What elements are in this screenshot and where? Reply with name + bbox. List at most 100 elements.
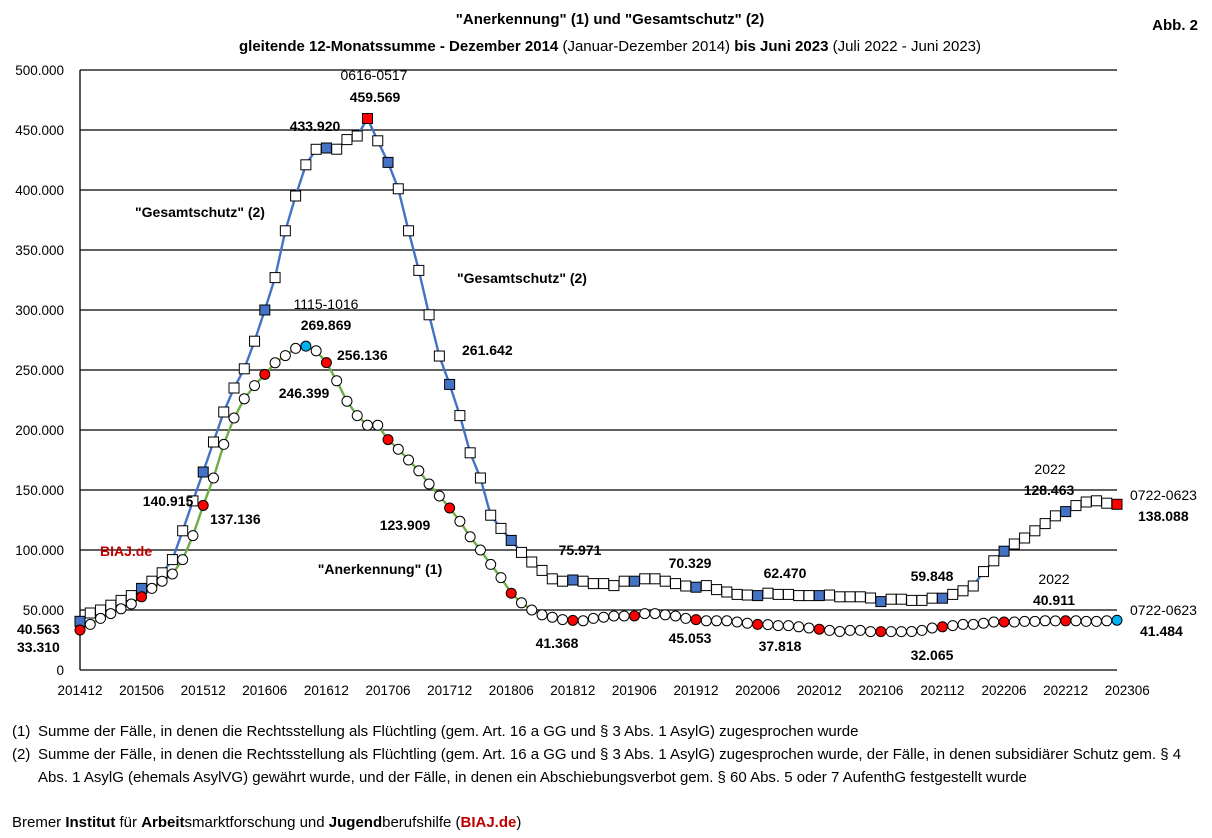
gesamtschutz-point [741, 589, 753, 601]
anerkennung-point [228, 412, 240, 424]
annotation-label: "Gesamtschutz" (2) [457, 270, 587, 286]
gesamtschutz-point [495, 522, 507, 534]
gesamtschutz-point [197, 466, 209, 478]
gesamtschutz-point [464, 447, 476, 459]
anerkennung-point [782, 620, 794, 632]
annotation-label: 459.569 [350, 89, 401, 105]
anerkennung-point [300, 340, 312, 352]
gesamtschutz-point [824, 589, 836, 601]
anerkennung-point [464, 531, 476, 543]
anerkennung-point [752, 618, 764, 630]
gesamtschutz-point [166, 554, 178, 566]
anerkennung-point [731, 616, 743, 628]
anerkennung-point [906, 626, 918, 638]
anerkennung-point [1070, 615, 1082, 627]
x-tick-label: 202112 [920, 683, 964, 698]
y-tick-label: 0 [56, 663, 64, 678]
annotation-label: 40.563 [17, 621, 60, 637]
anerkennung-point [865, 626, 877, 638]
credit-part: Institut [65, 814, 116, 831]
gesamtschutz-point [372, 135, 384, 147]
gesamtschutz-point [310, 143, 322, 155]
gesamtschutz-point [577, 575, 589, 587]
x-tick-label: 201806 [489, 683, 534, 698]
anerkennung-point [711, 615, 723, 627]
anerkennung-point [659, 609, 671, 621]
gesamtschutz-point [382, 156, 394, 168]
gesamtschutz-point [639, 573, 651, 585]
gesamtschutz-point [711, 584, 723, 596]
subtitle-part: (Januar-Dezember 2014) [562, 38, 730, 55]
x-tick-label: 201912 [674, 683, 719, 698]
x-tick-label: 202012 [797, 683, 842, 698]
anerkennung-point [690, 614, 702, 626]
gesamtschutz-point [649, 573, 661, 585]
gesamtschutz-point [331, 143, 343, 155]
x-tick-label: 202206 [982, 683, 1027, 698]
anerkennung-point [793, 621, 805, 633]
anerkennung-point [608, 610, 620, 622]
anerkennung-point [115, 603, 127, 615]
credit-part: Bremer [12, 814, 66, 831]
x-axis-ticks: 201412 201506 201512 201606 201612 201706 2017… [57, 683, 1149, 698]
anerkennung-point [649, 608, 661, 620]
gesamtschutz-point [885, 593, 897, 605]
gesamtschutz-point [782, 588, 794, 600]
gesamtschutz-point [505, 534, 517, 546]
gesamtschutz-point [1008, 538, 1020, 550]
gesamtschutz-point [392, 183, 404, 195]
anerkennung-point [700, 615, 712, 627]
anerkennung-point [1080, 615, 1092, 627]
footnote: (2) Summe der Fälle, in denen die Rechtss… [12, 743, 1202, 789]
anerkennung-point [628, 610, 640, 622]
anerkennung-point [95, 612, 107, 624]
gesamtschutz-point [546, 573, 558, 585]
gesamtschutz-point [413, 264, 425, 276]
gesamtschutz-point [967, 580, 979, 592]
gesamtschutz-point [988, 555, 1000, 567]
x-tick-label: 201812 [550, 683, 595, 698]
gesamtschutz-point [1039, 518, 1051, 530]
y-tick-label: 100.000 [15, 543, 64, 558]
anerkennung-point [567, 614, 579, 626]
annotation-label: 41.368 [536, 635, 579, 651]
anerkennung-point [772, 620, 784, 632]
anerkennung-point [146, 582, 158, 594]
anerkennung-point [218, 438, 230, 450]
gesamtschutz-point [762, 587, 774, 599]
anerkennung-point [557, 614, 569, 626]
annotation-label: 1115-1016 [294, 296, 359, 312]
annotation-label: 41.484 [1140, 623, 1183, 639]
credit-part: Arbeit [141, 814, 185, 831]
gesamtschutz-point [813, 590, 825, 602]
gesamtschutz-point [444, 378, 456, 390]
annotation-label: 433.920 [290, 118, 341, 134]
gesamtschutz-point [670, 578, 682, 590]
annotation-label: 45.053 [669, 630, 712, 646]
anerkennung-point [331, 375, 343, 387]
anerkennung-point [1060, 615, 1072, 627]
gesamtschutz-point [423, 309, 435, 321]
x-tick-label: 201606 [242, 683, 287, 698]
gesamtschutz-point [361, 113, 373, 125]
gesamtschutz-point [803, 590, 815, 602]
anerkennung-point [813, 623, 825, 635]
gesamtschutz-point [433, 350, 445, 362]
gesamtschutz-point [557, 575, 569, 587]
series-markers [74, 113, 1123, 638]
annotations: 0616-0517 459.569 433.920 "Gesamtschutz" (2… [17, 67, 1197, 663]
gesamtschutz-point [690, 581, 702, 593]
anerkennung-point [515, 597, 527, 609]
gesamtschutz-point [341, 134, 353, 146]
gesamtschutz-point [249, 335, 261, 347]
annotation-label: 123.909 [380, 517, 431, 533]
gesamtschutz-point [300, 159, 312, 171]
gesamtschutz-point [906, 594, 918, 606]
anerkennung-point [166, 568, 178, 580]
anerkennung-point [885, 626, 897, 638]
anerkennung-point [485, 558, 497, 570]
anerkennung-point [618, 610, 630, 622]
anerkennung-point [310, 345, 322, 357]
anerkennung-point [351, 410, 363, 422]
anerkennung-point [1101, 615, 1113, 627]
